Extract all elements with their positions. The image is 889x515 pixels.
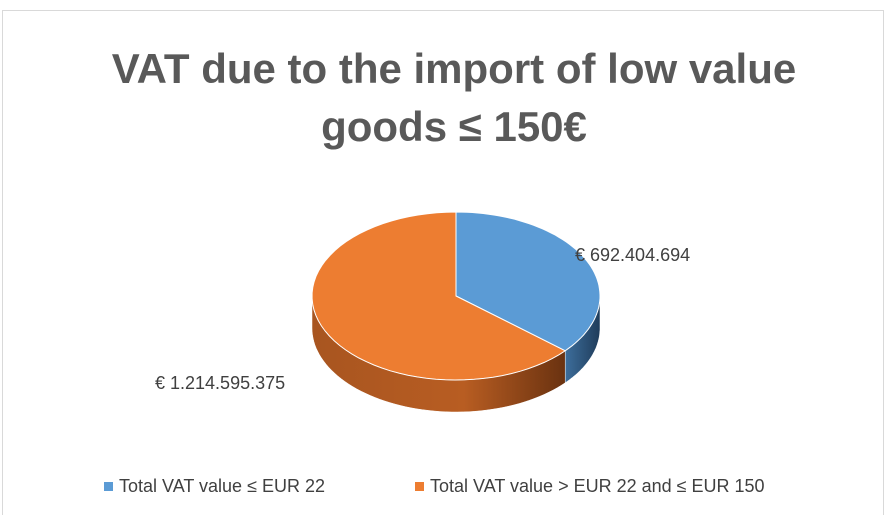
data-label: € 1.214.595.375 (155, 373, 285, 393)
pie-slice (455, 211, 601, 352)
legend-swatch (415, 482, 424, 491)
legend-label: Total VAT value ≤ EUR 22 (119, 476, 325, 496)
legend-label: Total VAT value > EUR 22 and ≤ EUR 150 (430, 476, 765, 496)
data-label: € 692.404.694 (575, 245, 690, 265)
chart-title: VAT due to the import of low value goods… (111, 45, 797, 150)
chart-frame (2, 10, 884, 515)
pie-slice (311, 211, 567, 381)
legend-swatch (104, 482, 113, 491)
